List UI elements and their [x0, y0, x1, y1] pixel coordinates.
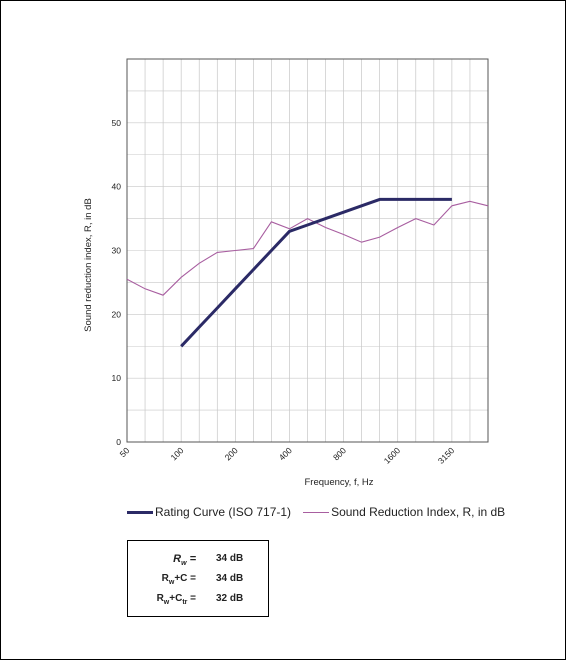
- series-line-rating-curve: [180, 197, 452, 348]
- result-value-rw: 34 dB: [216, 553, 244, 564]
- data-series: [126, 197, 489, 348]
- y-tick-label: 20: [112, 309, 122, 319]
- y-tick-label: 0: [116, 437, 121, 447]
- legend: Rating Curve (ISO 717-1) Sound Reduction…: [127, 505, 505, 519]
- y-tick-label: 50: [112, 118, 122, 128]
- results-box: Rw = 34 dB Rw+C = 34 dB Rw+Ctr = 32 dB: [127, 540, 269, 617]
- result-value-rw-ctr: 32 dB: [216, 593, 244, 604]
- x-tick-label: 800: [331, 445, 348, 462]
- x-axis-label: Frequency, f, Hz: [305, 477, 374, 488]
- legend-label-sound-reduction: Sound Reduction Index, R, in dB: [331, 505, 506, 519]
- y-tick-label: 40: [112, 182, 122, 192]
- x-tick-label: 3150: [436, 445, 457, 466]
- legend-swatch-sound-reduction: [303, 511, 330, 513]
- grid-lines: [126, 58, 489, 443]
- x-tick-label: 1600: [382, 445, 403, 466]
- x-tick-label: 200: [223, 445, 240, 462]
- x-tick-label: 100: [168, 445, 185, 462]
- plot-area-border: [126, 58, 489, 443]
- result-row-rw-c: Rw+C = 34 dB: [161, 573, 244, 586]
- sound-reduction-chart: 0 10 20 30 40 50 50 100 200 400 800 1600 3150 Frequ…: [83, 58, 489, 488]
- result-value-rw-c: 34 dB: [216, 573, 244, 584]
- y-tick-labels: 0 10 20 30 40 50: [112, 118, 122, 447]
- x-tick-label: 400: [277, 445, 294, 462]
- y-tick-label: 30: [112, 246, 122, 256]
- legend-swatch-rating-curve: [127, 510, 153, 514]
- result-row-rw-ctr: Rw+Ctr = 32 dB: [156, 593, 244, 606]
- y-axis-label: Sound reduction index, R, in dB: [83, 198, 94, 332]
- y-tick-label: 10: [112, 373, 122, 383]
- x-tick-label: 50: [118, 445, 132, 459]
- series-line-sound-reduction-index: [126, 200, 489, 296]
- result-row-rw: Rw = 34 dB: [173, 553, 244, 568]
- x-tick-labels: 50 100 200 400 800 1600 3150: [118, 445, 457, 466]
- legend-label-rating-curve: Rating Curve (ISO 717-1): [155, 505, 292, 519]
